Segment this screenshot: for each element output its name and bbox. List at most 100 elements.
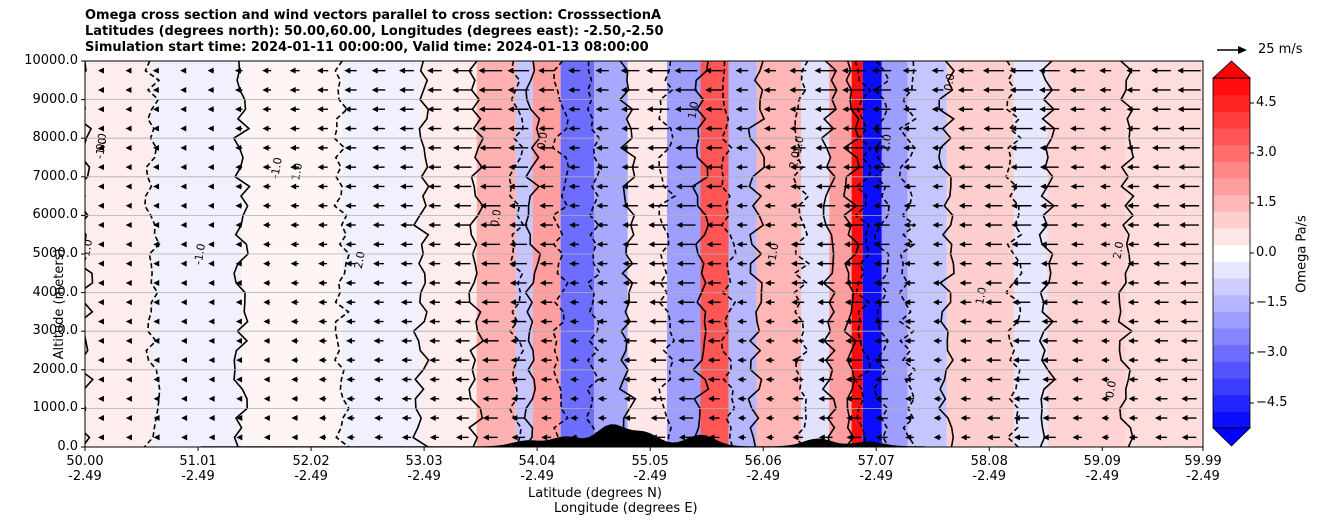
wind-vector [1011,202,1032,209]
wind-vector [792,395,804,402]
wind-vector [843,183,864,190]
wind-vector [97,106,104,113]
wind-vector [1180,299,1198,306]
wind-vector [480,241,500,248]
contour-line [508,61,525,447]
wind-vector [508,144,529,151]
wind-vector [736,222,748,229]
wind-vector [620,67,640,74]
wind-vector [1041,337,1057,344]
wind-vector [153,279,160,286]
wind-vector [875,395,888,402]
colorbar-tick-label: 0.0 [1256,245,1277,260]
wind-vector [399,67,414,74]
wind-vector [346,395,355,402]
wind-vector [538,144,554,151]
wind-vector [539,222,553,229]
y-tick-label: 9000.0 [32,91,79,107]
wind-vector [317,86,329,93]
wind-vector [959,260,972,267]
wind-vector [595,106,609,113]
wind-vector [480,202,501,209]
colorbar-label: Omega Pa/s [1294,215,1310,293]
wind-vector [960,376,971,383]
wind-vector [904,337,915,344]
contour-line [85,61,94,445]
wind-vector [986,434,1000,441]
wind-vector [1070,125,1085,132]
wind-vector [1100,222,1111,229]
wind-vector [1041,318,1058,325]
wind-vector [180,260,187,267]
wind-vector [984,202,1003,209]
x-tick-label-lon: -2.49 [1186,469,1220,484]
wind-vector [236,434,243,441]
wind-vector [452,67,473,74]
wind-vector [427,144,442,151]
colorbar-segment [1213,78,1250,96]
wind-vector [1009,67,1034,74]
wind-vector [540,318,553,325]
wind-vector [373,376,384,383]
wind-vector [931,106,944,113]
wind-vector [678,415,694,422]
wind-vector [1038,67,1060,74]
wind-vector [1180,337,1198,344]
y-tick-label: 0.0 [57,439,78,454]
colorbar-segment [1213,228,1250,246]
y-tick-label: 2000.0 [32,361,79,377]
wind-vector [208,260,215,267]
wind-vector [428,318,440,325]
y-tick-label: 8000.0 [32,130,79,146]
wind-vector [1180,357,1198,364]
wind-vector [429,357,440,364]
wind-vector [152,144,159,151]
wind-vector [1179,222,1199,229]
wind-vector [842,125,865,132]
wind-vector [1041,279,1058,286]
wind-vector [568,86,581,93]
wind-vector [874,299,889,306]
wind-vector [844,279,863,286]
wind-vector [985,299,1002,306]
wind-vector [1039,106,1060,113]
wind-vector [180,183,187,190]
wind-vector [569,299,579,306]
wind-vector [291,357,299,364]
wind-vector [480,222,501,229]
wind-vector [903,164,916,171]
wind-vector [902,86,917,93]
wind-vector [318,299,327,306]
wind-vector [1013,376,1030,383]
wind-vector [817,337,834,344]
wind-vector [344,86,357,93]
wind-vector [814,67,837,74]
wind-vector [875,415,888,422]
wind-vector [97,415,104,422]
wind-vector [708,415,720,422]
wind-vector [317,106,328,113]
wind-vector [235,299,242,306]
wind-vector [1100,260,1110,267]
wind-vector [538,106,554,113]
wind-vector [1128,434,1138,441]
wind-vector [207,106,214,113]
wind-vector [344,106,357,113]
wind-vector [345,279,356,286]
wind-vector [735,144,748,151]
wind-vector [904,318,915,325]
wind-vector [1072,434,1082,441]
wind-vector [125,415,132,422]
wind-vector [346,415,355,422]
wind-vector [371,86,386,93]
wind-vector [845,376,862,383]
wind-vector [791,318,805,325]
wind-vector [345,202,356,209]
wind-vector [97,241,104,248]
wind-vector [290,260,299,267]
wind-vector [316,67,329,74]
wind-vector [508,125,529,132]
wind-vector [401,376,412,383]
wind-vector [208,318,215,325]
wind-vector [1013,357,1030,364]
